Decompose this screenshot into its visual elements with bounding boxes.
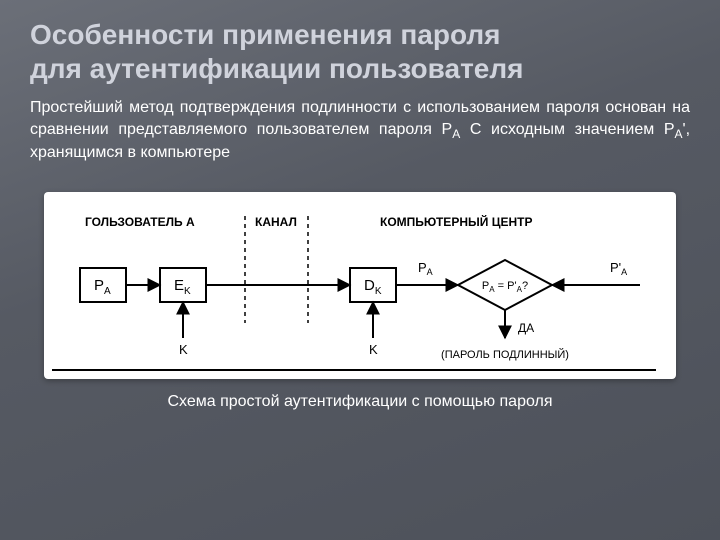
title-line-2: для аутентификации пользователя <box>30 53 523 84</box>
diagram-container: ГОЛЬЗОВАТЕЛЬ А КАНАЛ КОМПЬЮТЕРНЫЙ ЦЕНТР … <box>44 192 676 379</box>
slide-title: Особенности применения пароля для аутент… <box>30 18 690 85</box>
body-paragraph: Простейший метод подтверждения подлиннос… <box>30 97 690 164</box>
auth-flowchart: ГОЛЬЗОВАТЕЛЬ А КАНАЛ КОМПЬЮТЕРНЫЙ ЦЕНТР … <box>50 198 658 373</box>
title-line-1: Особенности применения пароля <box>30 19 501 50</box>
section-center-label: КОМПЬЮТЕРНЫЙ ЦЕНТР <box>380 214 532 229</box>
diagram-caption: Схема простой аутентификации с помощью п… <box>30 393 690 411</box>
label-k2: K <box>369 342 378 357</box>
node-compare-label: PA = P'A? <box>482 280 528 294</box>
section-channel-label: КАНАЛ <box>255 215 297 229</box>
edge-pap-label: P'A <box>610 260 627 277</box>
label-da: ДА <box>518 321 534 335</box>
edge-dk-cmp-label: PA <box>418 260 433 277</box>
label-k1: K <box>179 342 188 357</box>
label-footer: (ПАРОЛЬ ПОДЛИННЫЙ) <box>441 348 569 361</box>
slide: Особенности применения пароля для аутент… <box>0 0 720 540</box>
section-user-label: ГОЛЬЗОВАТЕЛЬ А <box>85 215 195 229</box>
